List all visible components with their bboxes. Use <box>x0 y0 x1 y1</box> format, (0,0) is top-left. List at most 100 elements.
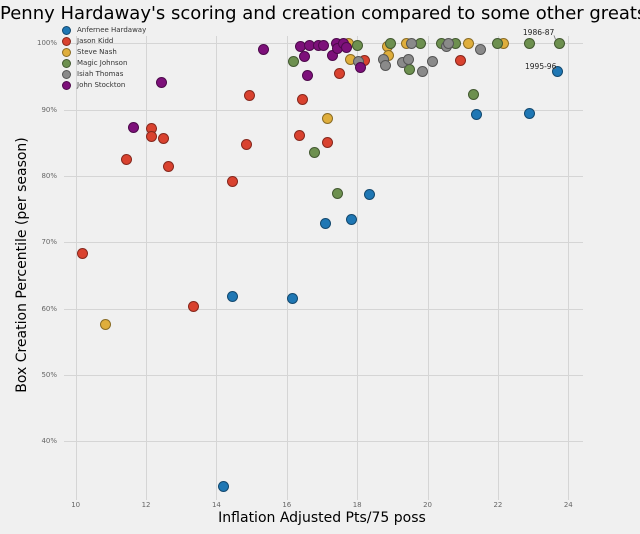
gridline-x <box>216 36 218 500</box>
legend-marker-icon <box>62 70 71 79</box>
data-point <box>318 40 330 52</box>
gridline-y <box>64 441 583 443</box>
data-point <box>402 54 414 66</box>
legend-item: Isiah Thomas <box>62 69 146 80</box>
data-point <box>471 108 483 120</box>
data-point <box>462 37 474 49</box>
data-point <box>406 37 418 49</box>
legend-marker-icon <box>62 37 71 46</box>
gridline-y <box>64 375 583 376</box>
legend-marker-icon <box>62 48 71 57</box>
chart-title: Penny Hardaway's scoring and creation co… <box>0 3 640 24</box>
data-point <box>334 67 346 79</box>
data-point <box>404 64 416 76</box>
gridline-x <box>568 36 570 500</box>
x-tick-label: 22 <box>493 501 503 509</box>
data-point <box>351 39 363 51</box>
y-tick-label: 70% <box>41 238 57 247</box>
data-point <box>302 70 314 82</box>
legend-item: John Stockton <box>62 80 146 91</box>
data-point <box>364 189 375 201</box>
data-point <box>258 44 270 56</box>
data-point <box>552 66 564 78</box>
data-point <box>524 37 536 49</box>
data-point <box>321 113 333 125</box>
data-point <box>156 76 168 88</box>
gridline-x <box>497 36 499 500</box>
data-point <box>474 44 486 56</box>
annotation-label: 1986-87 <box>522 28 555 38</box>
gridline-y <box>64 175 583 177</box>
gridline-x <box>286 36 288 500</box>
y-tick-label: 100% <box>36 39 57 48</box>
gridline-x <box>75 36 77 500</box>
gridline-x <box>357 36 359 500</box>
data-point <box>163 161 175 173</box>
legend-label: Magic Johnson <box>77 59 128 67</box>
data-point <box>298 51 310 63</box>
data-point <box>217 480 229 492</box>
y-tick-label: 40% <box>41 437 57 446</box>
gridline-y <box>64 308 583 310</box>
legend: Anfernee Hardaway Jason Kidd Steve Nash Mag… <box>62 25 146 91</box>
annotation-label: 1995-96 <box>525 61 557 71</box>
legend-label: Anfernee Hardaway <box>77 26 147 34</box>
gridline-x <box>146 36 148 500</box>
legend-label: Isiah Thomas <box>77 70 124 78</box>
y-tick-label: 60% <box>41 304 57 313</box>
data-point <box>288 56 300 68</box>
data-point <box>467 88 479 100</box>
x-tick-label: 18 <box>352 501 362 509</box>
data-point <box>427 55 439 67</box>
legend-label: Steve Nash <box>77 48 117 56</box>
data-point <box>297 94 309 106</box>
data-point <box>416 65 428 77</box>
data-point <box>226 175 238 187</box>
data-point <box>321 137 333 149</box>
data-point <box>128 122 140 134</box>
gridline-y <box>64 242 583 244</box>
data-point <box>524 108 536 120</box>
data-point <box>443 37 455 49</box>
data-point <box>379 59 391 71</box>
gridline-y <box>64 109 583 111</box>
data-point <box>145 130 157 142</box>
x-tick-label: 16 <box>282 501 292 509</box>
legend-item: Magic Johnson <box>62 58 146 69</box>
y-tick-label: 80% <box>41 171 57 180</box>
data-point <box>309 147 321 159</box>
data-point <box>293 130 305 141</box>
data-point <box>244 90 256 102</box>
data-point <box>286 293 298 305</box>
legend-item: Steve Nash <box>62 47 146 58</box>
data-point <box>77 248 89 260</box>
data-point <box>320 217 332 229</box>
legend-item: Jason Kidd <box>62 36 146 47</box>
data-point <box>226 291 238 303</box>
legend-label: Jason Kidd <box>77 37 114 45</box>
data-point <box>332 188 344 200</box>
gridline-x <box>427 36 429 500</box>
legend-marker-icon <box>62 26 71 35</box>
data-point <box>492 37 504 49</box>
legend-label: John Stockton <box>77 81 126 89</box>
x-tick-label: 20 <box>423 501 432 509</box>
legend-item: Anfernee Hardaway <box>62 25 146 36</box>
data-point <box>188 300 200 312</box>
x-tick-label: 14 <box>211 501 221 509</box>
y-tick-label: 50% <box>41 371 57 379</box>
legend-marker-icon <box>62 59 71 68</box>
data-point <box>455 55 467 67</box>
y-tick-label: 90% <box>41 105 57 114</box>
legend-marker-icon <box>62 81 71 90</box>
data-point <box>554 37 565 49</box>
data-point <box>346 213 358 225</box>
data-point <box>121 153 133 165</box>
x-tick-label: 24 <box>563 501 573 509</box>
x-tick-label: 10 <box>71 501 81 509</box>
data-point <box>100 319 112 331</box>
data-point <box>385 37 397 49</box>
data-point <box>240 138 252 150</box>
data-point <box>355 62 367 74</box>
